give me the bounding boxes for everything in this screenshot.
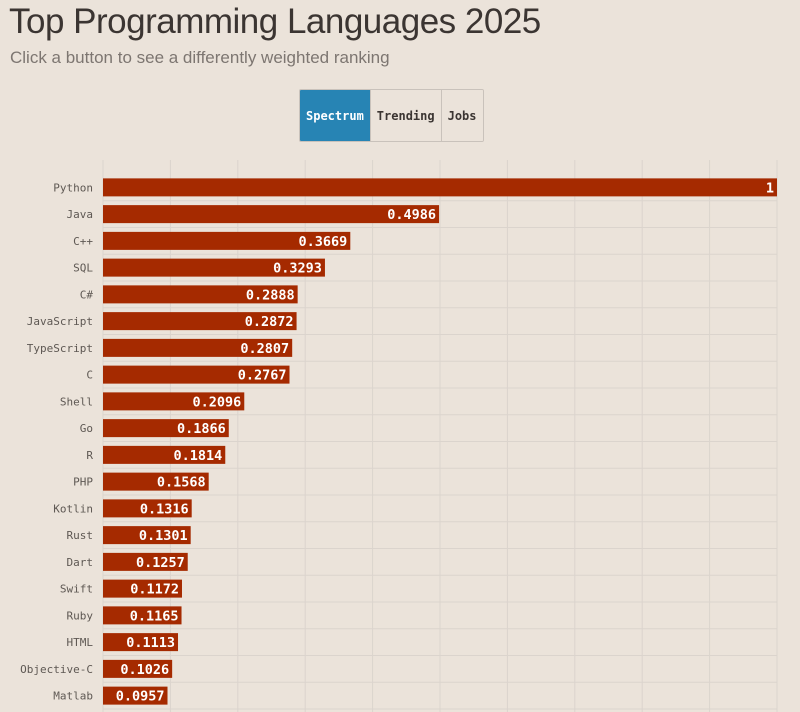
data-label: 0.1866: [177, 421, 226, 437]
data-label: 0.1301: [139, 528, 188, 544]
bar-rust: [103, 526, 191, 545]
data-label: 0.3293: [273, 261, 322, 277]
category-label: Swift: [60, 583, 93, 596]
data-label: 1: [766, 180, 774, 196]
bar-dart: [103, 552, 188, 571]
data-label: 0.2807: [240, 341, 289, 357]
spectrum-button[interactable]: Spectrum: [300, 90, 371, 141]
page-title: Top Programming Languages 2025: [9, 2, 541, 41]
bar-java: [103, 205, 440, 224]
bar-python: [103, 178, 777, 197]
category-label: Go: [80, 422, 93, 435]
category-label: Java: [67, 208, 94, 221]
data-label: 0.2096: [192, 394, 241, 410]
bar-php: [103, 472, 209, 491]
category-label: PHP: [73, 476, 93, 489]
jobs-button[interactable]: Jobs: [441, 90, 483, 141]
bar-sql: [103, 258, 325, 277]
category-label: SQL: [73, 262, 93, 275]
data-label: 0.2888: [246, 287, 295, 303]
bar-ruby: [103, 606, 182, 625]
data-label: 0.1257: [136, 555, 185, 571]
category-label: R: [86, 449, 93, 462]
data-label: 0.4986: [387, 207, 436, 223]
data-label: 0.1026: [120, 662, 169, 678]
bar-c-: [103, 231, 351, 250]
category-label: Ruby: [67, 609, 94, 622]
data-label: 0.1172: [130, 582, 179, 598]
data-label: 0.1568: [157, 475, 206, 491]
data-label: 0.2872: [245, 314, 294, 330]
category-label: TypeScript: [27, 342, 93, 355]
category-label: C++: [73, 235, 93, 248]
bar-html: [103, 633, 179, 652]
bar-javascript: [103, 312, 297, 331]
category-label: Kotlin: [53, 502, 93, 515]
bar-c-: [103, 285, 298, 304]
category-label: Objective-C: [20, 663, 93, 676]
bar-typescript: [103, 338, 293, 357]
bar-shell: [103, 392, 245, 411]
data-label: 0.3669: [299, 234, 348, 250]
bar-go: [103, 419, 229, 438]
data-label: 0.1165: [130, 608, 179, 624]
bar-r: [103, 445, 226, 464]
category-label: HTML: [67, 636, 94, 649]
bar-swift: [103, 579, 182, 598]
category-label: JavaScript: [27, 315, 93, 328]
bar-kotlin: [103, 499, 192, 518]
bar-matlab: [103, 686, 168, 705]
bar-objective-c: [103, 659, 173, 678]
data-label: 0.0957: [116, 689, 165, 705]
category-label: Python: [53, 181, 93, 194]
data-label: 0.1113: [126, 635, 175, 651]
trending-button[interactable]: Trending: [370, 90, 442, 141]
category-label: Shell: [60, 395, 93, 408]
ranking-button-group: Spectrum Trending Jobs: [299, 89, 484, 142]
category-label: Rust: [67, 529, 94, 542]
category-label: C: [86, 369, 93, 382]
category-label: Matlab: [53, 690, 93, 703]
data-label: 0.1814: [173, 448, 222, 464]
data-label: 0.1316: [140, 501, 189, 517]
category-label: Dart: [67, 556, 94, 569]
category-label: C#: [80, 288, 94, 301]
data-label: 0.2767: [238, 368, 287, 384]
bar-c: [103, 365, 290, 384]
page-subtitle: Click a button to see a differently weig…: [10, 48, 390, 67]
